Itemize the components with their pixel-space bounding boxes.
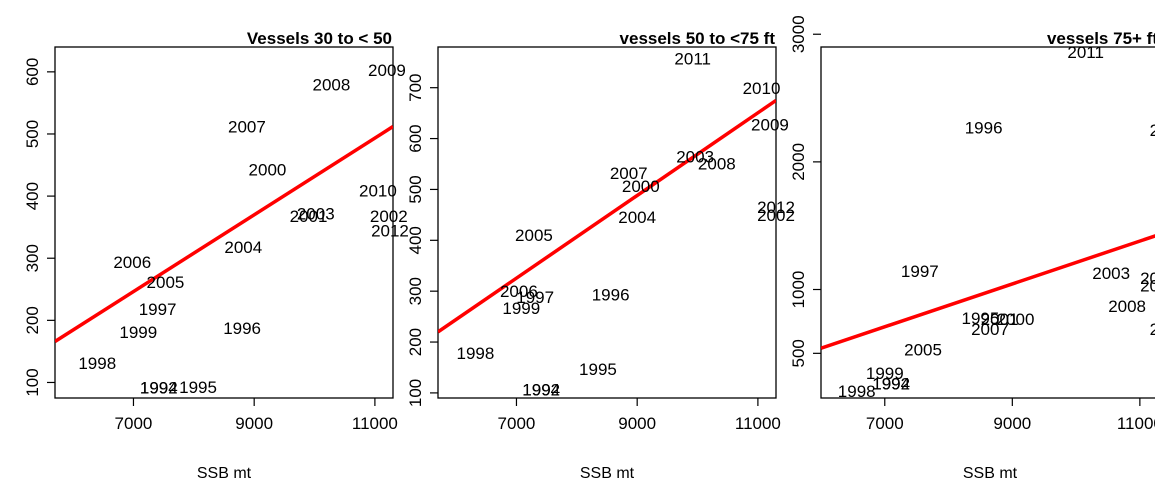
y-tick-label: 300 (23, 244, 42, 272)
y-tick-label: 500 (406, 175, 425, 203)
y-tick-label: 200 (23, 306, 42, 334)
point-label-2012: 2012 (757, 198, 795, 217)
point-label-2005: 2005 (515, 226, 553, 245)
point-label-2002: 2002 (1140, 269, 1155, 288)
x-axis-label: SSB mt (963, 465, 1018, 482)
point-label-2000: 2000 (622, 177, 660, 196)
panel-title: vessels 75+ ft (1047, 29, 1155, 48)
y-tick-label: 500 (789, 339, 808, 367)
plot-frame (54, 46, 394, 399)
point-label-1996: 1996 (965, 118, 1003, 137)
y-tick-label: 600 (406, 124, 425, 152)
y-tick-label: 600 (23, 58, 42, 86)
point-label-2005: 2005 (147, 273, 185, 292)
y-tick-label: 400 (23, 182, 42, 210)
point-label-2007: 2007 (228, 118, 266, 137)
point-label-1992: 1992 (140, 378, 178, 397)
point-label-2006: 2006 (113, 253, 151, 272)
point-label-2003: 2003 (297, 204, 335, 223)
point-label-2000: 2000 (249, 160, 287, 179)
point-label-2011: 2011 (1067, 43, 1104, 62)
point-label-1992: 1992 (872, 374, 910, 393)
point-label-2001: 2001 (290, 207, 328, 226)
y-tick-label: 1000 (789, 271, 808, 309)
point-label-1999: 1999 (866, 364, 904, 383)
point-label-1994: 1994 (140, 378, 178, 397)
y-tick-label: 2000 (789, 143, 808, 181)
y-tick-label: 3000 (789, 15, 808, 53)
y-tick-label: 100 (406, 379, 425, 407)
y-tick-label: 200 (406, 328, 425, 356)
point-label-2006: 2006 (500, 282, 538, 301)
point-label-2010: 2010 (359, 182, 397, 201)
x-axis-label: SSB mt (197, 465, 252, 482)
point-label-1995: 1995 (962, 309, 1000, 328)
point-label-2009: 2009 (368, 61, 406, 80)
panel-title: vessels 50 to <75 ft (620, 29, 776, 48)
point-label-1994: 1994 (522, 380, 560, 399)
y-tick-label: 700 (406, 74, 425, 102)
point-label-2007: 2007 (971, 320, 1009, 339)
point-label-2007: 2007 (610, 164, 648, 183)
plot-frame (820, 46, 1155, 399)
x-tick-label: 9000 (993, 414, 1031, 433)
point-label-1997: 1997 (901, 262, 939, 281)
point-label-1998: 1998 (78, 354, 116, 373)
regression-line (821, 234, 1155, 350)
x-axis-label: SSB mt (580, 465, 635, 482)
panel-3: 7000 9000 11000 500 1000 2000 3000 199819991994… (789, 15, 1155, 482)
point-label-1992: 1992 (522, 380, 560, 399)
point-label-1999: 1999 (502, 299, 540, 318)
plot-frame (437, 46, 777, 399)
point-label-1996: 1996 (592, 286, 630, 305)
x-tick-label: 7000 (115, 414, 153, 433)
point-label-2010: 2010 (1150, 121, 1155, 140)
point-label-1998: 1998 (457, 344, 495, 363)
regression-line (438, 98, 776, 334)
x-tick-label: 11000 (1117, 414, 1155, 433)
point-label-2004: 2004 (618, 208, 656, 227)
x-tick-label: 9000 (235, 414, 273, 433)
y-tick-label: 500 (23, 120, 42, 148)
point-label-1997: 1997 (516, 288, 554, 307)
point-label-2002: 2002 (757, 206, 795, 225)
point-label-1999: 1999 (119, 323, 157, 342)
y-tick-label: 300 (406, 277, 425, 305)
point-label-2010: 2010 (743, 79, 781, 98)
point-label-1995: 1995 (179, 378, 217, 397)
x-tick-label: 7000 (498, 414, 536, 433)
point-label-2003: 2003 (1092, 264, 1130, 283)
point-label-1997: 1997 (139, 300, 177, 319)
point-label-2012: 2012 (1140, 277, 1155, 296)
point-label-2000: 2000 (997, 310, 1035, 329)
point-label-1998: 1998 (838, 382, 876, 401)
point-label-2002: 2002 (370, 207, 408, 226)
point-label-2009: 2009 (1150, 320, 1155, 339)
point-label-2005: 2005 (904, 340, 942, 359)
panel-title: Vessels 30 to < 50 (247, 29, 392, 48)
point-label-1996: 1996 (223, 319, 261, 338)
point-label-2008: 2008 (698, 154, 736, 173)
x-tick-label: 7000 (866, 414, 904, 433)
regression-line (55, 125, 393, 343)
x-tick-label: 9000 (618, 414, 656, 433)
point-label-1994: 1994 (872, 374, 910, 393)
point-label-2011: 2011 (674, 50, 711, 69)
panel-2: 7000 9000 11000 100 200 300 400 500 600 700 1998 19… (406, 29, 795, 482)
point-label-2012: 2012 (371, 221, 409, 240)
point-label-2004: 2004 (224, 238, 262, 257)
point-label-2009: 2009 (751, 115, 789, 134)
x-tick-label: 11000 (735, 414, 781, 433)
point-label-2008: 2008 (1108, 297, 1146, 316)
x-tick-label: 11000 (352, 414, 398, 433)
y-tick-label: 100 (23, 368, 42, 396)
point-label-2001: 2001 (981, 310, 1019, 329)
point-label-2008: 2008 (313, 75, 351, 94)
y-tick-label: 400 (406, 226, 425, 254)
point-label-2003: 2003 (676, 147, 714, 166)
point-label-1995: 1995 (579, 360, 617, 379)
